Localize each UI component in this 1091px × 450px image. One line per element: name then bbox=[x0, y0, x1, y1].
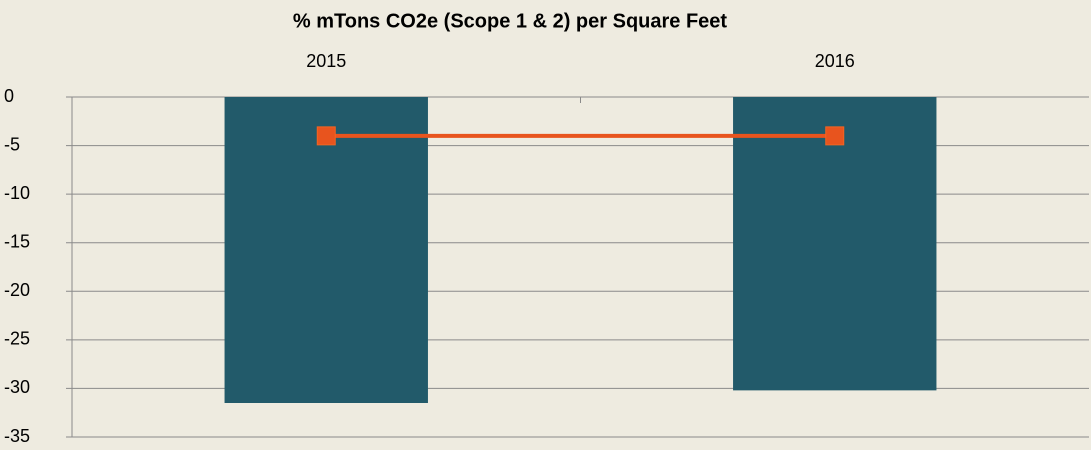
x-tick-label: 2015 bbox=[306, 51, 346, 71]
line-marker bbox=[825, 126, 845, 146]
y-tick-label: 0 bbox=[4, 86, 14, 106]
line-marker bbox=[316, 126, 336, 146]
y-tick-label: -20 bbox=[4, 280, 30, 300]
bar bbox=[733, 97, 937, 391]
y-tick-label: -10 bbox=[4, 183, 30, 203]
x-tick-label: 2016 bbox=[815, 51, 855, 71]
chart-title: % mTons CO2e (Scope 1 & 2) per Square Fe… bbox=[293, 10, 728, 32]
y-tick-label: -5 bbox=[4, 134, 20, 154]
y-tick-label: -15 bbox=[4, 231, 30, 251]
y-tick-label: -25 bbox=[4, 329, 30, 349]
bar bbox=[224, 97, 428, 403]
y-tick-label: -30 bbox=[4, 377, 30, 397]
y-tick-label: -35 bbox=[4, 426, 30, 446]
